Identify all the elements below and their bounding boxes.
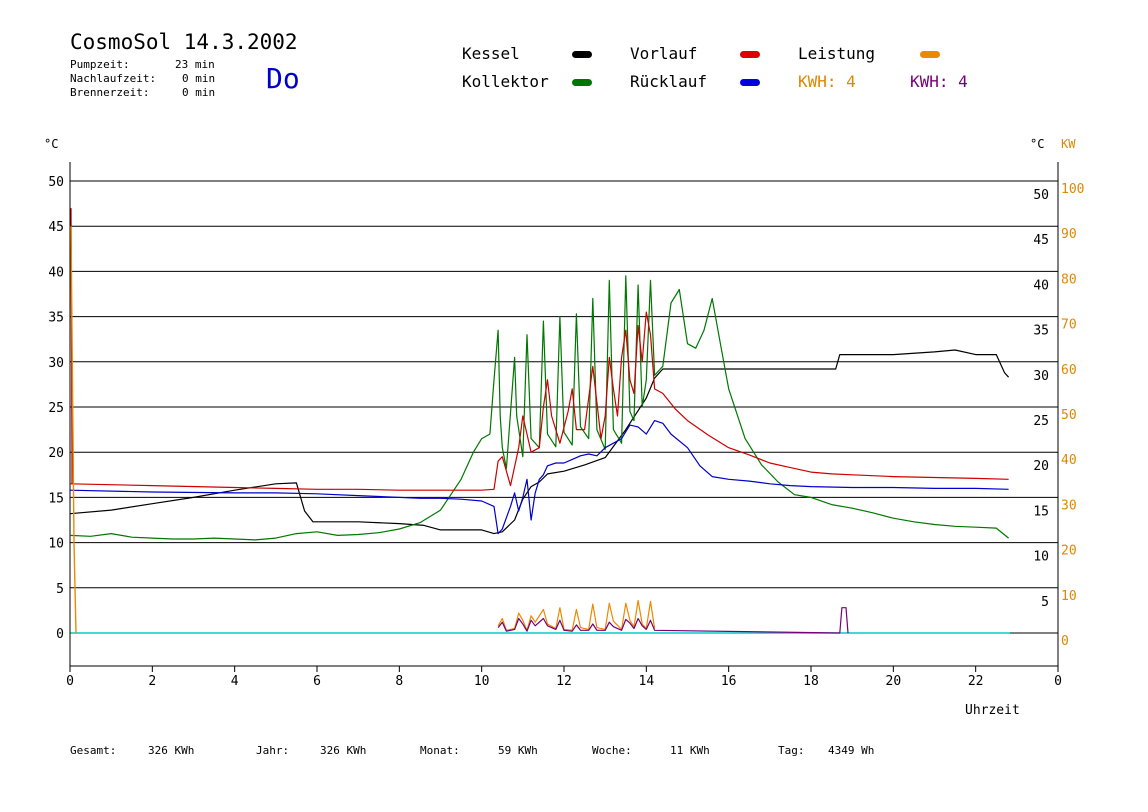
- y-right-tick-20: 20: [1033, 459, 1049, 474]
- footer-woche-label: Woche:: [592, 744, 632, 757]
- series-kollektor-line: [69, 275, 1009, 541]
- leistung-start-spike: [70, 226, 77, 634]
- y-right-tick-25: 25: [1033, 414, 1049, 429]
- legend-vorlauf-label: Vorlauf: [630, 44, 698, 63]
- legend-kollektor-swatch: [572, 79, 592, 86]
- series-vorlauf-line: [69, 311, 1009, 491]
- x-tick-3: 6: [313, 674, 321, 689]
- y-left-tick-5: 5: [56, 582, 64, 597]
- legend-leistung-swatch: [920, 51, 940, 58]
- series-rcklauf-line: [69, 420, 1009, 535]
- y-right-unit-label: °C: [1030, 137, 1044, 151]
- y-right-tick-50: 50: [1033, 188, 1049, 203]
- y-kw-tick-40: 40: [1061, 453, 1077, 468]
- y-left-tick-25: 25: [48, 401, 64, 416]
- y-kw-tick-0: 0: [1061, 634, 1069, 649]
- footer-gesamt-value: 326 KWh: [148, 744, 195, 757]
- stat-brennerzeit-label: Brennerzeit:: [70, 86, 150, 99]
- legend-vorlauf-swatch: [740, 51, 760, 58]
- footer-tag-label: Tag:: [778, 744, 805, 757]
- legend-kollektor-label: Kollektor: [462, 72, 549, 91]
- x-tick-5: 10: [474, 674, 490, 689]
- x-tick-7: 14: [639, 674, 655, 689]
- series-leistung2-line: [497, 607, 849, 634]
- x-tick-8: 16: [721, 674, 737, 689]
- chart-title: CosmoSol 14.3.2002: [70, 30, 298, 54]
- y-kw-tick-60: 60: [1061, 363, 1077, 378]
- y-left-tick-30: 30: [48, 356, 64, 371]
- x-tick-11: 22: [968, 674, 984, 689]
- y-kw-tick-90: 90: [1061, 227, 1077, 242]
- y-kw-tick-30: 30: [1061, 498, 1077, 513]
- x-tick-2: 4: [231, 674, 239, 689]
- y-right2-unit-label: KW: [1061, 137, 1076, 151]
- y-left-tick-20: 20: [48, 446, 64, 461]
- y-left-tick-15: 15: [48, 491, 64, 506]
- x-tick-0: 0: [66, 674, 74, 689]
- footer-jahr-label: Jahr:: [256, 744, 290, 757]
- y-kw-tick-50: 50: [1061, 408, 1077, 423]
- footer-gesamt-label: Gesamt:: [70, 744, 117, 757]
- footer-jahr-value: 326 KWh: [320, 744, 367, 757]
- y-right-tick-5: 5: [1041, 595, 1049, 610]
- footer-monat-value: 59 KWh: [498, 744, 538, 757]
- y-left-tick-35: 35: [48, 311, 64, 326]
- footer-monat-label: Monat:: [420, 744, 460, 757]
- legend-kwh-orange: KWH: 4: [798, 72, 856, 91]
- y-left-tick-0: 0: [56, 627, 64, 642]
- stat-nachlaufzeit-label: Nachlaufzeit:: [70, 72, 157, 85]
- stat-pumpzeit-value: 23 min: [175, 58, 215, 71]
- y-kw-tick-20: 20: [1061, 544, 1077, 559]
- legend-kessel-label: Kessel: [462, 44, 520, 63]
- stat-brennerzeit-value: 0 min: [182, 86, 216, 99]
- y-left-unit-label: °C: [44, 137, 58, 151]
- x-tick-10: 20: [886, 674, 902, 689]
- x-tick-9: 18: [803, 674, 819, 689]
- y-right-tick-30: 30: [1033, 369, 1049, 384]
- legend-ruecklauf-swatch: [740, 79, 760, 86]
- legend-kwh-purple: KWH: 4: [910, 72, 968, 91]
- x-tick-4: 8: [395, 674, 403, 689]
- footer-woche-value: 11 KWh: [670, 744, 710, 757]
- footer-tag-value: 4349 Wh: [828, 744, 875, 757]
- y-right-tick-15: 15: [1033, 504, 1049, 519]
- y-left-tick-45: 45: [48, 220, 64, 235]
- x-tick-6: 12: [556, 674, 572, 689]
- y-kw-tick-10: 10: [1061, 589, 1077, 604]
- y-kw-tick-70: 70: [1061, 318, 1077, 333]
- legend-ruecklauf-label: Rücklauf: [630, 72, 708, 91]
- y-left-tick-40: 40: [48, 265, 64, 280]
- y-left-tick-50: 50: [48, 175, 64, 190]
- y-kw-tick-80: 80: [1061, 272, 1077, 287]
- legend-kessel-swatch: [572, 51, 592, 58]
- y-left-tick-10: 10: [48, 537, 64, 552]
- x-axis-title: Uhrzeit: [965, 703, 1020, 718]
- y-right-tick-10: 10: [1033, 550, 1049, 565]
- x-tick-12: 0: [1054, 674, 1062, 689]
- x-tick-1: 2: [148, 674, 156, 689]
- stat-pumpzeit-label: Pumpzeit:: [70, 58, 130, 71]
- legend-leistung-label: Leistung: [798, 44, 876, 63]
- y-right-tick-40: 40: [1033, 278, 1049, 293]
- y-kw-tick-100: 100: [1061, 182, 1084, 197]
- weekday-label: Do: [266, 62, 300, 95]
- y-right-tick-35: 35: [1033, 324, 1049, 339]
- stat-nachlaufzeit-value: 0 min: [182, 72, 216, 85]
- y-right-tick-45: 45: [1033, 233, 1049, 248]
- series-leistung-line: [497, 599, 656, 631]
- series-kessel-line: [69, 349, 1010, 535]
